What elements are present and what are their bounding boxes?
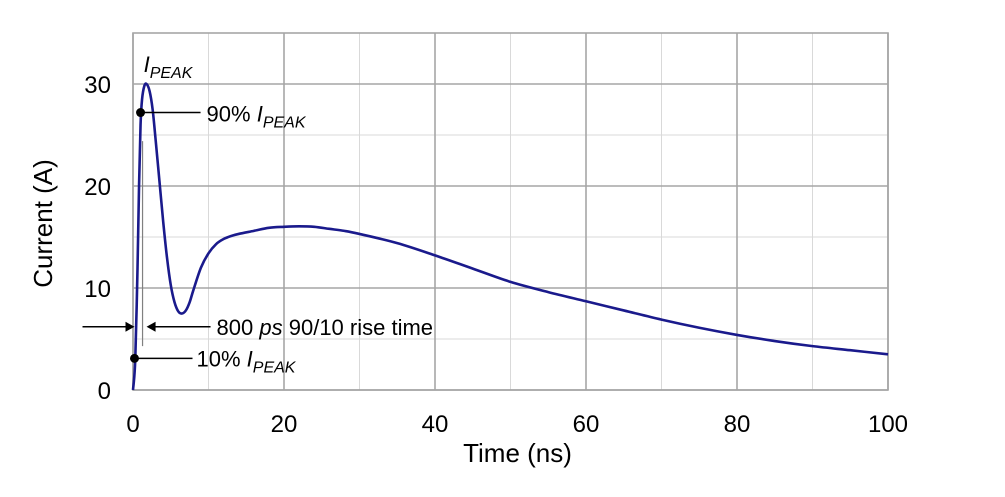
x-tick-label: 60 bbox=[573, 411, 600, 438]
peak-label-symbol: I bbox=[144, 52, 150, 77]
y-tick-label: 10 bbox=[84, 276, 111, 303]
p10-label-symbol: I bbox=[247, 346, 253, 371]
peak-label-subscript: PEAK bbox=[150, 65, 194, 82]
x-tick-label: 0 bbox=[126, 411, 139, 438]
x-axis-tick-labels: 0 20 40 60 80 100 bbox=[126, 411, 908, 438]
rise-time-arrowhead-right bbox=[146, 321, 156, 332]
p10-label-prefix: 10% bbox=[197, 346, 247, 371]
p90-label-subscript: PEAK bbox=[263, 115, 307, 132]
rise-time-unit: ps bbox=[258, 315, 282, 340]
peak-label: IPEAK bbox=[144, 52, 194, 82]
y-tick-label: 30 bbox=[84, 72, 111, 99]
major-gridlines bbox=[132, 33, 889, 391]
p10-label-subscript: PEAK bbox=[253, 359, 297, 376]
plot-area-frame bbox=[132, 32, 889, 391]
x-tick-label: 80 bbox=[724, 411, 751, 438]
rise-time-number: 800 bbox=[217, 315, 260, 340]
x-tick-label: 100 bbox=[868, 411, 908, 438]
rise-time-description: 90/10 rise time bbox=[283, 315, 433, 340]
p10-point-marker bbox=[130, 353, 140, 363]
y-tick-label: 20 bbox=[84, 174, 111, 201]
x-axis-title: Time (ns) bbox=[463, 438, 572, 468]
series-layer bbox=[131, 82, 889, 391]
p90-label: 90% IPEAK bbox=[207, 102, 307, 132]
p90-label-symbol: I bbox=[257, 102, 263, 127]
y-tick-label: 0 bbox=[98, 378, 111, 405]
p90-point-marker bbox=[136, 108, 146, 118]
current-series-line bbox=[131, 82, 889, 391]
rise-time-label: 800 ps 90/10 rise time bbox=[217, 315, 433, 340]
p90-label-prefix: 90% bbox=[207, 102, 257, 127]
y-axis-tick-labels: 0 10 20 30 bbox=[84, 72, 111, 405]
rise-time-arrowhead-left bbox=[125, 321, 135, 332]
x-tick-label: 20 bbox=[271, 411, 298, 438]
y-axis-title: Current (A) bbox=[28, 159, 58, 288]
x-tick-label: 40 bbox=[422, 411, 449, 438]
p10-label: 10% IPEAK bbox=[197, 346, 297, 376]
